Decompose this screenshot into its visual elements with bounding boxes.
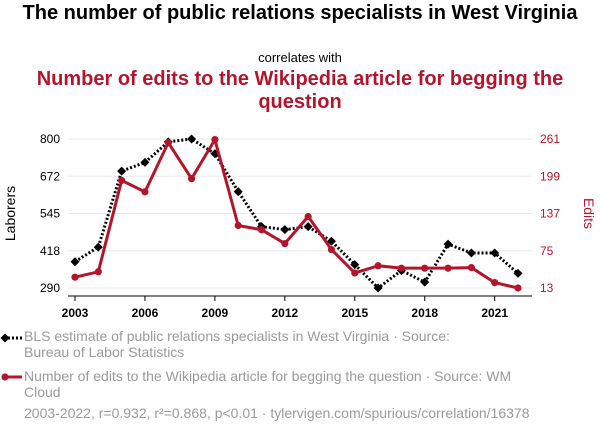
series-1-point bbox=[420, 277, 430, 287]
series-1-point bbox=[117, 166, 127, 176]
y-right-tick-label: 137 bbox=[540, 207, 560, 221]
y-left-tick-label: 672 bbox=[40, 169, 60, 183]
legend-label-series-1: BLS estimate of public relations special… bbox=[24, 328, 450, 360]
series-1-point bbox=[280, 225, 290, 235]
axes-layer: 800 261 672 199 545 137 418 75 290 13 2003 2006 2009… bbox=[2, 132, 597, 320]
series-2-point bbox=[351, 269, 359, 277]
series-1-point bbox=[187, 134, 197, 144]
series-2-point bbox=[397, 264, 406, 272]
series-2-point bbox=[234, 221, 242, 230]
series-2-point bbox=[141, 188, 149, 196]
series-line-2 bbox=[74, 138, 519, 290]
chart-subtitle: Number of edits to the Wikipedia article… bbox=[36, 68, 564, 113]
series-1-point bbox=[350, 260, 360, 270]
legend-markers bbox=[0, 333, 22, 381]
y-right-tick-label: 261 bbox=[540, 132, 560, 146]
legend-label-series-2: Number of edits to the Wikipedia article… bbox=[24, 368, 512, 400]
y-right-tick-label: 75 bbox=[540, 244, 554, 258]
series-2-point bbox=[421, 264, 429, 272]
series-2-point bbox=[281, 239, 289, 248]
series-2-point bbox=[514, 284, 522, 292]
series-2-point bbox=[374, 262, 382, 270]
series-layer bbox=[70, 134, 523, 293]
y-left-tick-label: 800 bbox=[40, 132, 60, 146]
grid-lines bbox=[68, 138, 532, 289]
y-right-tick-label: 13 bbox=[540, 281, 554, 295]
series-2-point bbox=[71, 273, 79, 281]
correlates-label: correlates with bbox=[258, 50, 342, 65]
series-1-point bbox=[466, 248, 476, 258]
y-left-tick-label: 418 bbox=[40, 244, 60, 258]
series-2-point bbox=[257, 226, 266, 234]
series-2-point bbox=[118, 176, 126, 185]
series-1-point bbox=[513, 268, 523, 278]
series-2-point bbox=[304, 212, 312, 221]
x-tick-label: 2018 bbox=[411, 306, 438, 320]
series-2-point bbox=[94, 268, 102, 276]
chart-title: The number of public relations specialis… bbox=[22, 2, 578, 24]
x-tick-label: 2009 bbox=[202, 306, 229, 320]
y-left-axis-label: Laborers bbox=[2, 186, 18, 241]
series-2-point bbox=[187, 175, 196, 183]
x-tick-label: 2003 bbox=[62, 306, 89, 320]
series-2-point bbox=[444, 264, 452, 272]
x-tick-label: 2021 bbox=[481, 306, 508, 320]
y-left-tick-label: 545 bbox=[40, 207, 60, 221]
series-1-point bbox=[326, 236, 336, 246]
series-2-point bbox=[327, 245, 336, 254]
series-1-point bbox=[233, 187, 243, 197]
y-right-tick-label: 199 bbox=[540, 169, 560, 183]
legend-marker-series-1 bbox=[0, 333, 10, 343]
series-2-point bbox=[467, 263, 475, 272]
series-1-point bbox=[303, 222, 313, 232]
y-left-tick-label: 290 bbox=[40, 281, 60, 295]
series-2-point bbox=[211, 136, 219, 144]
series-2-point bbox=[491, 278, 499, 287]
x-tick-label: 2012 bbox=[271, 306, 298, 320]
series-1-point bbox=[140, 157, 150, 167]
y-right-axis-label: Edits bbox=[581, 198, 597, 229]
series-1-point bbox=[443, 239, 453, 249]
legend-marker-series-2 bbox=[1, 373, 9, 381]
series-1-point bbox=[490, 248, 500, 258]
x-tick-label: 2006 bbox=[132, 306, 159, 320]
series-line-1 bbox=[74, 137, 519, 290]
series-1-point bbox=[70, 257, 80, 267]
series-1-point bbox=[373, 283, 383, 293]
series-2-point bbox=[164, 139, 172, 147]
series-1-point bbox=[93, 242, 103, 252]
footer-stats: 2003-2022, r=0.932, r²=0.868, p<0.01 · t… bbox=[24, 405, 530, 421]
x-tick-label: 2015 bbox=[341, 306, 368, 320]
